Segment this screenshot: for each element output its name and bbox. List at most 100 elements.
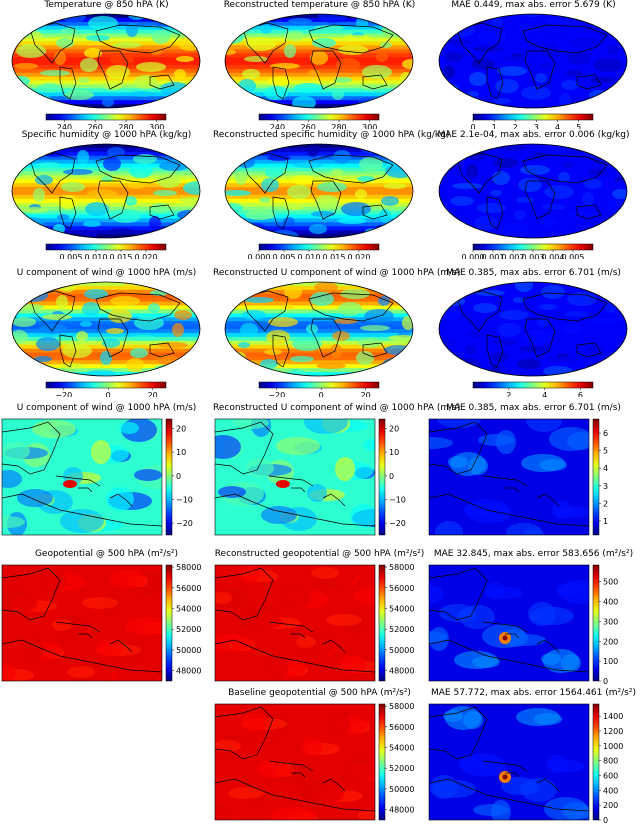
coastline bbox=[308, 292, 394, 322]
globe-outline bbox=[224, 143, 414, 239]
field-band bbox=[439, 33, 627, 39]
field-blotch bbox=[271, 807, 315, 820]
field-blotch bbox=[556, 584, 584, 596]
map-plot: −20 0 20 bbox=[11, 281, 201, 397]
field-blotch bbox=[611, 14, 627, 27]
field-blotch bbox=[283, 585, 311, 609]
field-blotch bbox=[338, 302, 362, 316]
field-blotch bbox=[59, 195, 77, 209]
field-blotch bbox=[501, 777, 537, 795]
field-blotch bbox=[86, 370, 116, 376]
field-blotch bbox=[34, 356, 52, 362]
field-blotch bbox=[52, 619, 72, 631]
field-blotch bbox=[14, 304, 44, 310]
map-frame bbox=[428, 418, 590, 536]
field-blotch bbox=[589, 331, 613, 341]
coastline bbox=[59, 334, 77, 368]
field-blotch bbox=[160, 82, 190, 96]
field-blotch bbox=[79, 231, 97, 238]
field-blotch bbox=[582, 192, 594, 206]
field-blotch bbox=[333, 150, 351, 164]
field-blotch bbox=[562, 162, 574, 168]
map-frame bbox=[1, 564, 163, 682]
colorbar-tick-label: 0.001 bbox=[482, 253, 505, 259]
field-blotch bbox=[469, 313, 493, 327]
field-blotch bbox=[286, 31, 304, 41]
coastline bbox=[429, 778, 589, 812]
coastline bbox=[536, 493, 560, 507]
coastline bbox=[109, 639, 133, 653]
field-blotch bbox=[183, 181, 200, 195]
field-blotch bbox=[388, 335, 413, 341]
field-blotch bbox=[127, 183, 145, 189]
field-blotch bbox=[584, 179, 602, 189]
colorbar-tick-label: 5 bbox=[576, 123, 581, 129]
field-band bbox=[439, 352, 627, 358]
field-blotch bbox=[544, 185, 574, 199]
colorbar-tick-label: 200 bbox=[603, 637, 618, 646]
field-blotch bbox=[233, 419, 269, 429]
field-blotch bbox=[447, 39, 471, 45]
colorbar-tick-label: −20 bbox=[389, 519, 406, 528]
field-blotch bbox=[109, 228, 133, 234]
globe-outline bbox=[11, 143, 201, 239]
field-blotch bbox=[88, 16, 118, 30]
coastline bbox=[149, 74, 175, 90]
field-band bbox=[12, 325, 200, 330]
plot-area: 0 1 2 3 4 5 bbox=[427, 11, 640, 129]
field-blotch bbox=[53, 224, 65, 234]
field-blotch bbox=[235, 171, 247, 185]
coastline bbox=[55, 621, 101, 633]
field-blotch bbox=[467, 332, 485, 338]
field-band bbox=[12, 72, 200, 78]
field-band bbox=[12, 68, 200, 74]
field-blotch bbox=[293, 162, 323, 168]
globe-field bbox=[12, 282, 200, 376]
panel-title: Reconstructed specific humidity @ 1000 h… bbox=[213, 130, 450, 140]
field-blotch bbox=[559, 93, 571, 107]
colorbar-tick-label: 240 bbox=[57, 123, 72, 129]
field-blotch bbox=[437, 419, 481, 428]
map-plot: 0.005 0.010 0.015 0.020 bbox=[11, 143, 201, 259]
field-band bbox=[439, 226, 627, 231]
field-blotch bbox=[270, 63, 300, 69]
field-blotch bbox=[354, 587, 375, 605]
field-blotch bbox=[614, 176, 627, 182]
field-blotch bbox=[474, 216, 498, 230]
panel-title: MAE 0.449, max abs. error 5.679 (K) bbox=[451, 0, 616, 10]
colorbar-tick-label: 1200 bbox=[603, 727, 623, 736]
field-blotch bbox=[58, 282, 76, 292]
panel-title: MAE 57.772, max abs. error 1564.461 (m²/… bbox=[431, 688, 636, 698]
field-band bbox=[12, 92, 200, 97]
field-band bbox=[439, 64, 627, 70]
field-blotch bbox=[84, 48, 102, 58]
colorbar-tick-label: −20 bbox=[55, 391, 72, 397]
field-band bbox=[225, 72, 413, 78]
field-blotch bbox=[547, 356, 577, 362]
field-blotch bbox=[16, 44, 46, 58]
coastline bbox=[242, 22, 289, 64]
field-blotch bbox=[383, 183, 407, 189]
field-blotch bbox=[449, 283, 473, 289]
coastline bbox=[456, 290, 503, 332]
map-plot: 240 260 280 300 bbox=[224, 13, 414, 129]
field-blotch bbox=[246, 459, 274, 477]
field-blotch bbox=[294, 83, 324, 93]
field-band bbox=[439, 144, 627, 149]
field-blotch bbox=[130, 348, 148, 358]
colorbar-tick-label: −10 bbox=[176, 495, 193, 504]
field-band bbox=[439, 57, 627, 62]
field-band bbox=[225, 29, 413, 35]
field-blotch bbox=[563, 324, 581, 334]
field-blotch bbox=[288, 369, 306, 376]
coastline bbox=[429, 706, 488, 760]
field-band bbox=[12, 305, 200, 311]
region-field bbox=[429, 704, 589, 820]
plot-area: −20 0 20 bbox=[0, 279, 213, 397]
colorbar-tick-label: 0.020 bbox=[348, 253, 371, 259]
field-blotch bbox=[339, 656, 367, 674]
field-blotch bbox=[82, 302, 100, 316]
field-blotch bbox=[523, 330, 553, 344]
field-band bbox=[439, 159, 627, 165]
field-blotch bbox=[537, 317, 549, 327]
